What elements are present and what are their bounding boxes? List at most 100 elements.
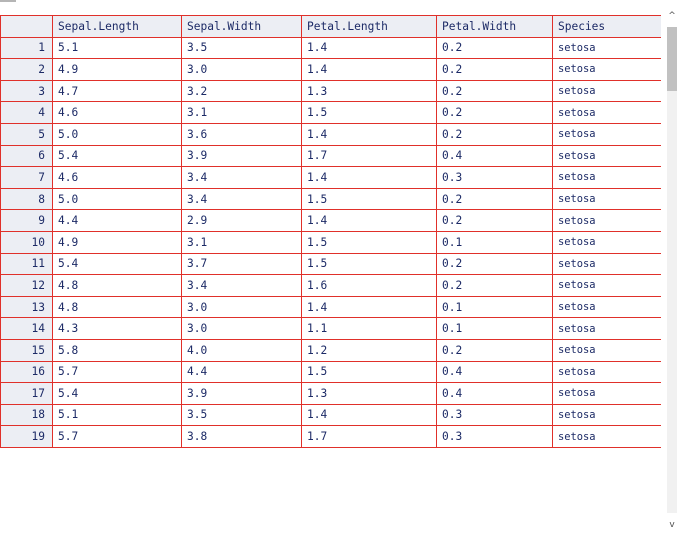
column-header-sepal-width[interactable]: Sepal.Width <box>181 15 302 38</box>
cell-petal-width: 0.4 <box>436 144 553 168</box>
cell-sepal-width: 3.9 <box>181 144 302 168</box>
column-header-species[interactable]: Species <box>552 15 661 38</box>
cell-sepal-width: 3.2 <box>181 79 302 103</box>
row-number-cell: 9 <box>0 209 53 232</box>
cell-petal-length: 1.1 <box>301 317 437 340</box>
cell-sepal-length: 4.8 <box>52 295 182 319</box>
cell-petal-length: 1.4 <box>301 295 437 319</box>
cell-petal-length: 1.4 <box>301 122 437 146</box>
cell-sepal-length: 4.4 <box>52 209 182 232</box>
row-number-cell: 18 <box>0 403 53 427</box>
scroll-thumb[interactable] <box>667 27 677 91</box>
column-header-petal-width[interactable]: Petal.Width <box>436 15 553 38</box>
cell-sepal-width: 3.5 <box>181 36 302 60</box>
cell-sepal-width: 3.0 <box>181 295 302 319</box>
cell-sepal-width: 3.4 <box>181 274 302 297</box>
cell-petal-width: 0.2 <box>436 252 553 276</box>
cell-species: setosa <box>552 230 661 254</box>
table-row: 8 5.0 3.4 1.5 0.2 setosa <box>0 187 661 211</box>
data-table: Sepal.Length Sepal.Width Petal.Length Pe… <box>0 15 661 448</box>
table-row: 12 4.8 3.4 1.6 0.2 setosa <box>0 274 661 297</box>
cell-sepal-length: 5.4 <box>52 144 182 168</box>
scroll-track[interactable] <box>667 27 677 513</box>
cell-sepal-width: 3.7 <box>181 252 302 276</box>
table-row: 4 4.6 3.1 1.5 0.2 setosa <box>0 101 661 124</box>
cell-sepal-length: 4.3 <box>52 317 182 340</box>
cell-sepal-length: 5.4 <box>52 382 182 405</box>
cell-species: setosa <box>552 360 661 384</box>
cell-petal-length: 1.3 <box>301 382 437 405</box>
cell-petal-length: 1.5 <box>301 187 437 211</box>
cell-sepal-width: 4.0 <box>181 338 302 362</box>
table-row: 19 5.7 3.8 1.7 0.3 setosa <box>0 425 661 448</box>
cell-sepal-length: 5.0 <box>52 187 182 211</box>
cell-petal-length: 1.5 <box>301 230 437 254</box>
cell-petal-length: 1.4 <box>301 36 437 60</box>
cell-species: setosa <box>552 338 661 362</box>
table-row: 14 4.3 3.0 1.1 0.1 setosa <box>0 317 661 340</box>
row-number-cell: 13 <box>0 295 53 319</box>
cell-petal-length: 1.7 <box>301 425 437 448</box>
table-row: 6 5.4 3.9 1.7 0.4 setosa <box>0 144 661 168</box>
cell-petal-width: 0.2 <box>436 101 553 124</box>
cell-petal-length: 1.3 <box>301 79 437 103</box>
row-number-cell: 7 <box>0 166 53 189</box>
cell-sepal-width: 3.1 <box>181 230 302 254</box>
row-number-cell: 16 <box>0 360 53 384</box>
cell-petal-width: 0.2 <box>436 209 553 232</box>
row-number-cell: 12 <box>0 274 53 297</box>
cell-species: setosa <box>552 425 661 448</box>
cell-species: setosa <box>552 274 661 297</box>
cell-species: setosa <box>552 382 661 405</box>
cell-sepal-length: 5.7 <box>52 360 182 384</box>
cell-petal-width: 0.1 <box>436 295 553 319</box>
row-number-cell: 1 <box>0 36 53 60</box>
cell-sepal-width: 3.4 <box>181 166 302 189</box>
cell-sepal-length: 5.8 <box>52 338 182 362</box>
cell-species: setosa <box>552 58 661 81</box>
table-row: 13 4.8 3.0 1.4 0.1 setosa <box>0 295 661 319</box>
cell-sepal-width: 3.8 <box>181 425 302 448</box>
cell-petal-length: 1.4 <box>301 403 437 427</box>
cell-sepal-length: 4.8 <box>52 274 182 297</box>
table-row: 1 5.1 3.5 1.4 0.2 setosa <box>0 36 661 60</box>
table-row: 2 4.9 3.0 1.4 0.2 setosa <box>0 58 661 81</box>
row-number-cell: 11 <box>0 252 53 276</box>
cell-petal-length: 1.5 <box>301 360 437 384</box>
cell-petal-width: 0.4 <box>436 382 553 405</box>
cell-sepal-width: 3.9 <box>181 382 302 405</box>
cell-sepal-width: 3.4 <box>181 187 302 211</box>
cell-sepal-length: 4.6 <box>52 166 182 189</box>
cell-sepal-length: 5.1 <box>52 36 182 60</box>
table-container: Sepal.Length Sepal.Width Petal.Length Pe… <box>0 15 661 533</box>
cell-species: setosa <box>552 209 661 232</box>
column-header-petal-length[interactable]: Petal.Length <box>301 15 437 38</box>
cell-petal-width: 0.4 <box>436 360 553 384</box>
chevron-down-icon[interactable]: v <box>669 520 675 530</box>
vertical-scrollbar[interactable]: ^ v <box>664 0 677 533</box>
cell-sepal-length: 5.0 <box>52 122 182 146</box>
cell-species: setosa <box>552 79 661 103</box>
row-number-cell: 4 <box>0 101 53 124</box>
chevron-up-icon[interactable]: ^ <box>668 11 676 21</box>
cell-sepal-width: 3.0 <box>181 317 302 340</box>
table-row: 10 4.9 3.1 1.5 0.1 setosa <box>0 230 661 254</box>
cell-sepal-width: 3.5 <box>181 403 302 427</box>
table-row: 17 5.4 3.9 1.3 0.4 setosa <box>0 382 661 405</box>
cell-species: setosa <box>552 252 661 276</box>
corner-cell <box>0 15 53 38</box>
table-row: 7 4.6 3.4 1.4 0.3 setosa <box>0 166 661 189</box>
row-number-cell: 19 <box>0 425 53 448</box>
cell-petal-length: 1.2 <box>301 338 437 362</box>
cell-petal-length: 1.7 <box>301 144 437 168</box>
table-row: 15 5.8 4.0 1.2 0.2 setosa <box>0 338 661 362</box>
cell-sepal-length: 5.1 <box>52 403 182 427</box>
cell-petal-width: 0.2 <box>436 58 553 81</box>
column-header-sepal-length[interactable]: Sepal.Length <box>52 15 182 38</box>
cell-sepal-length: 5.7 <box>52 425 182 448</box>
cell-species: setosa <box>552 144 661 168</box>
cell-petal-width: 0.1 <box>436 230 553 254</box>
row-number-cell: 5 <box>0 122 53 146</box>
cell-petal-width: 0.2 <box>436 274 553 297</box>
